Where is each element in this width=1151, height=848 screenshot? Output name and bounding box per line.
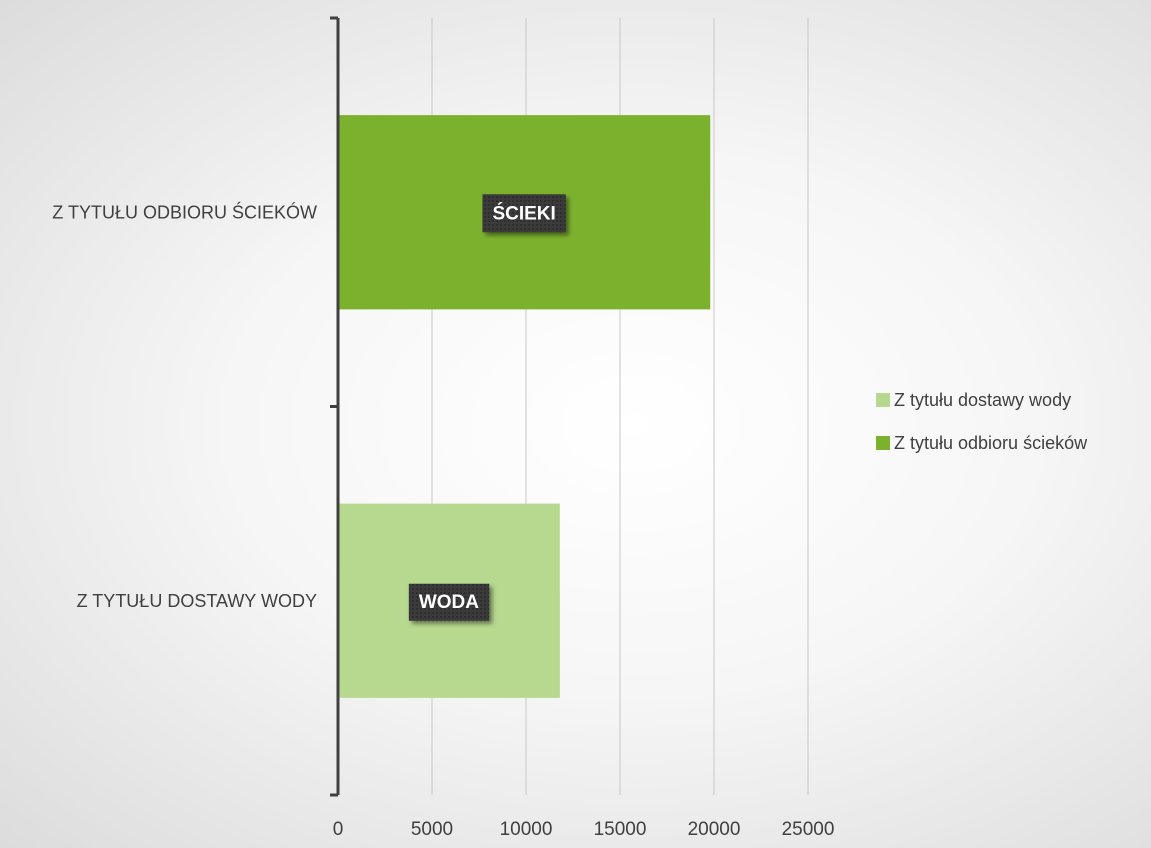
legend-item-water: Z tytułu dostawy wody xyxy=(876,384,1087,416)
x-tick-label: 10000 xyxy=(500,819,553,840)
x-tick-label: 0 xyxy=(333,819,344,840)
data-labels: WODA ŚCIEKI xyxy=(408,194,566,621)
legend-label-water: Z tytułu dostawy wody xyxy=(894,389,1072,410)
legend: Z tytułu dostawy wody Z tytułu odbioru ś… xyxy=(876,384,1087,470)
legend-swatch-sewage xyxy=(876,436,890,450)
gridlines: 0 5000 10000 15000 20000 25000 xyxy=(333,18,835,840)
x-tick-label: 20000 xyxy=(688,819,741,840)
x-tick-label: 25000 xyxy=(782,819,835,840)
category-axis: Z TYTUŁU DOSTAWY WODY Z TYTUŁU ODBIORU ŚC… xyxy=(52,16,340,797)
data-label: ŚCIEKI xyxy=(482,194,566,233)
data-label-text: WODA xyxy=(419,592,479,613)
x-tick-label: 5000 xyxy=(411,819,453,840)
category-label: Z TYTUŁU ODBIORU ŚCIEKÓW xyxy=(52,201,317,222)
data-label-box xyxy=(482,194,566,233)
category-label: Z TYTUŁU DOSTAWY WODY xyxy=(77,591,317,611)
x-tick-label: 15000 xyxy=(594,819,647,840)
data-label-text: ŚCIEKI xyxy=(492,202,555,224)
legend-item-sewage: Z tytułu odbioru ścieków xyxy=(876,427,1087,459)
legend-swatch-water xyxy=(876,393,890,407)
data-label: WODA xyxy=(408,583,490,621)
legend-label-sewage: Z tytułu odbioru ścieków xyxy=(894,432,1088,453)
data-label-box xyxy=(408,583,490,621)
